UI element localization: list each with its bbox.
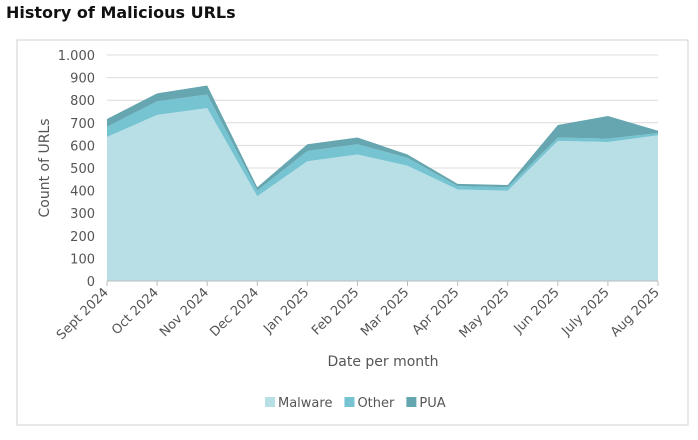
x-tick-label: Apr 2025 — [410, 285, 463, 338]
legend-label: PUA — [419, 396, 445, 411]
x-tick-label: May 2025 — [457, 285, 513, 341]
y-tick-label: 1.000 — [58, 49, 95, 64]
legend-label: Other — [357, 396, 395, 411]
x-axis-title: Date per month — [327, 354, 438, 370]
chart-title: History of Malicious URLs — [6, 3, 236, 22]
area — [107, 85, 658, 191]
x-tick-label: July 2025 — [559, 285, 613, 339]
area — [107, 94, 658, 197]
y-tick-label: 200 — [70, 230, 95, 245]
legend-label: Malware — [278, 396, 332, 411]
x-tick-label: Aug 2025 — [608, 285, 663, 340]
x-tick-label: Jan 2025 — [260, 285, 312, 337]
y-tick-label: 0 — [87, 275, 95, 290]
y-axis-title: Count of URLs — [37, 118, 53, 217]
legend-swatch — [406, 397, 417, 407]
x-tick-label: Oct 2024 — [109, 285, 162, 338]
y-tick-label: 900 — [70, 72, 95, 87]
y-tick-label: 100 — [70, 252, 95, 267]
x-tick-label: Nov 2024 — [157, 285, 212, 340]
y-tick-label: 400 — [70, 185, 95, 200]
area — [107, 108, 658, 281]
x-tick-label: Dec 2024 — [207, 285, 262, 340]
y-tick-label: 600 — [70, 139, 95, 154]
y-tick-label: 800 — [70, 94, 95, 109]
legend-swatch — [344, 397, 355, 407]
x-tick-label: Sept 2024 — [54, 285, 112, 343]
x-tick-label: Mar 2025 — [358, 285, 412, 339]
y-tick-label: 500 — [70, 162, 95, 177]
legend-swatch — [265, 397, 275, 407]
chart-frame — [16, 39, 689, 426]
x-tick-label: Feb 2025 — [309, 285, 362, 338]
x-tick-label: Jun 2025 — [511, 285, 563, 337]
y-tick-label: 300 — [70, 207, 95, 222]
y-tick-label: 700 — [70, 117, 95, 132]
